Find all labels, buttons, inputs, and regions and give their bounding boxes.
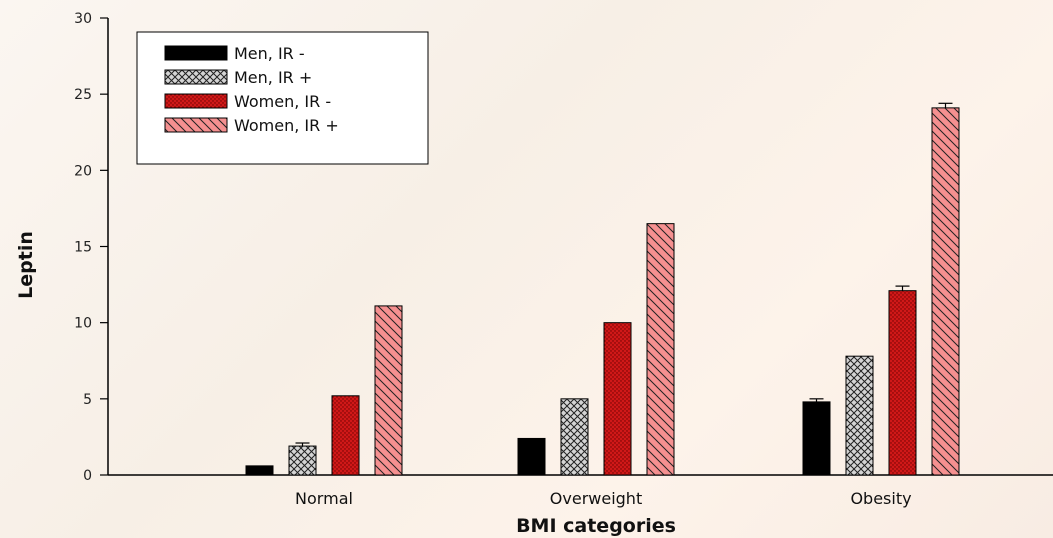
category-label: Overweight [550, 489, 642, 508]
bar [888, 290, 917, 476]
legend-label: Men, IR - [234, 44, 305, 63]
bar [646, 223, 675, 476]
y-axis-title: Leptin [15, 231, 37, 299]
legend-swatch [164, 69, 228, 85]
bar [560, 398, 589, 476]
y-tick-label: 25 [74, 87, 92, 103]
bar [374, 305, 403, 476]
bar [288, 445, 317, 476]
bar [802, 401, 831, 476]
y-tick-label: 10 [74, 316, 92, 332]
y-tick-label: 15 [74, 240, 92, 256]
legend-label: Men, IR + [234, 68, 312, 87]
bar [603, 322, 632, 476]
legend-label: Women, IR + [234, 116, 339, 135]
y-tick-label: 20 [74, 163, 92, 179]
y-tick-label: 0 [83, 468, 92, 484]
bar [245, 465, 274, 476]
x-axis-title: BMI categories [516, 515, 676, 537]
bar [845, 355, 874, 476]
legend-label: Women, IR - [234, 92, 331, 111]
category-label: Normal [295, 489, 353, 508]
y-tick-label: 5 [83, 392, 92, 408]
bar [331, 395, 360, 476]
bar [931, 107, 960, 476]
legend-swatch [164, 117, 228, 133]
category-label: Obesity [850, 489, 911, 508]
legend: Men, IR - Men, IR + Women, IR - Women, IR + [136, 31, 429, 165]
bar [517, 437, 546, 476]
legend-swatch [164, 93, 228, 109]
category-label-group: Normal Overweight Obesity [295, 489, 912, 508]
bar-group [245, 102, 960, 476]
y-tick-label: 30 [74, 11, 92, 27]
y-tick-group: 0 5 10 15 20 25 30 [74, 11, 108, 484]
legend-swatch [164, 45, 228, 61]
